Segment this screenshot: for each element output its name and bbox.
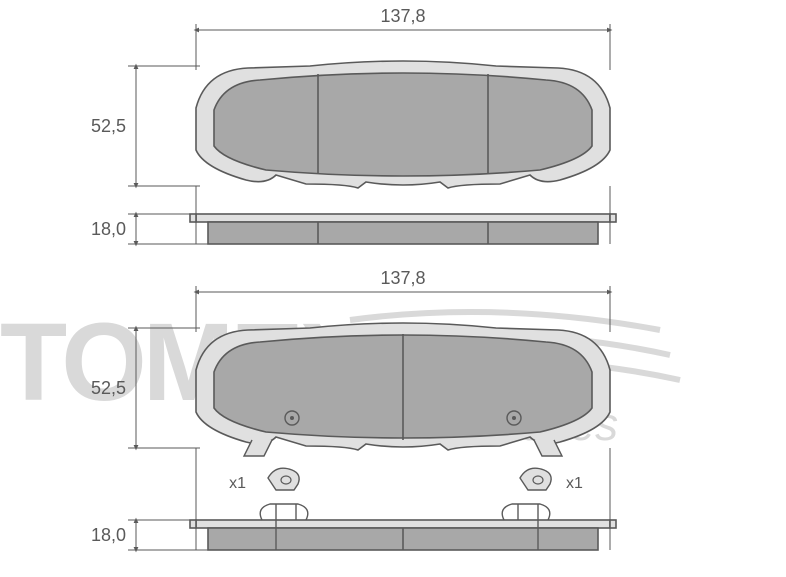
bottom-thickness-view (190, 448, 616, 550)
dim-bottom-width-label: 137,8 (380, 268, 425, 288)
dim-top-thickness-label: 18,0 (91, 219, 126, 239)
diagram-svg: TOMEX brakes 137,8 52,5 (0, 0, 786, 577)
top-pad-face (196, 61, 610, 188)
dim-top-height-label: 52,5 (91, 116, 126, 136)
top-unit: 137,8 52,5 (91, 6, 616, 244)
qty-left-label: x1 (229, 475, 246, 492)
dim-top-width-label: 137,8 (380, 6, 425, 26)
clip-right (520, 468, 551, 490)
diagram-stage: TOMEX brakes 137,8 52,5 (0, 0, 786, 577)
qty-right-label: x1 (566, 475, 583, 492)
dim-bottom-height-label: 52,5 (91, 378, 126, 398)
clip-left (268, 468, 299, 490)
dim-bottom-thickness-label: 18,0 (91, 525, 126, 545)
bottom-pad-face (196, 323, 610, 456)
dim-top-height: 52,5 (91, 66, 200, 186)
top-thickness-view (190, 186, 616, 244)
clip-row: x1 x1 (229, 468, 583, 492)
